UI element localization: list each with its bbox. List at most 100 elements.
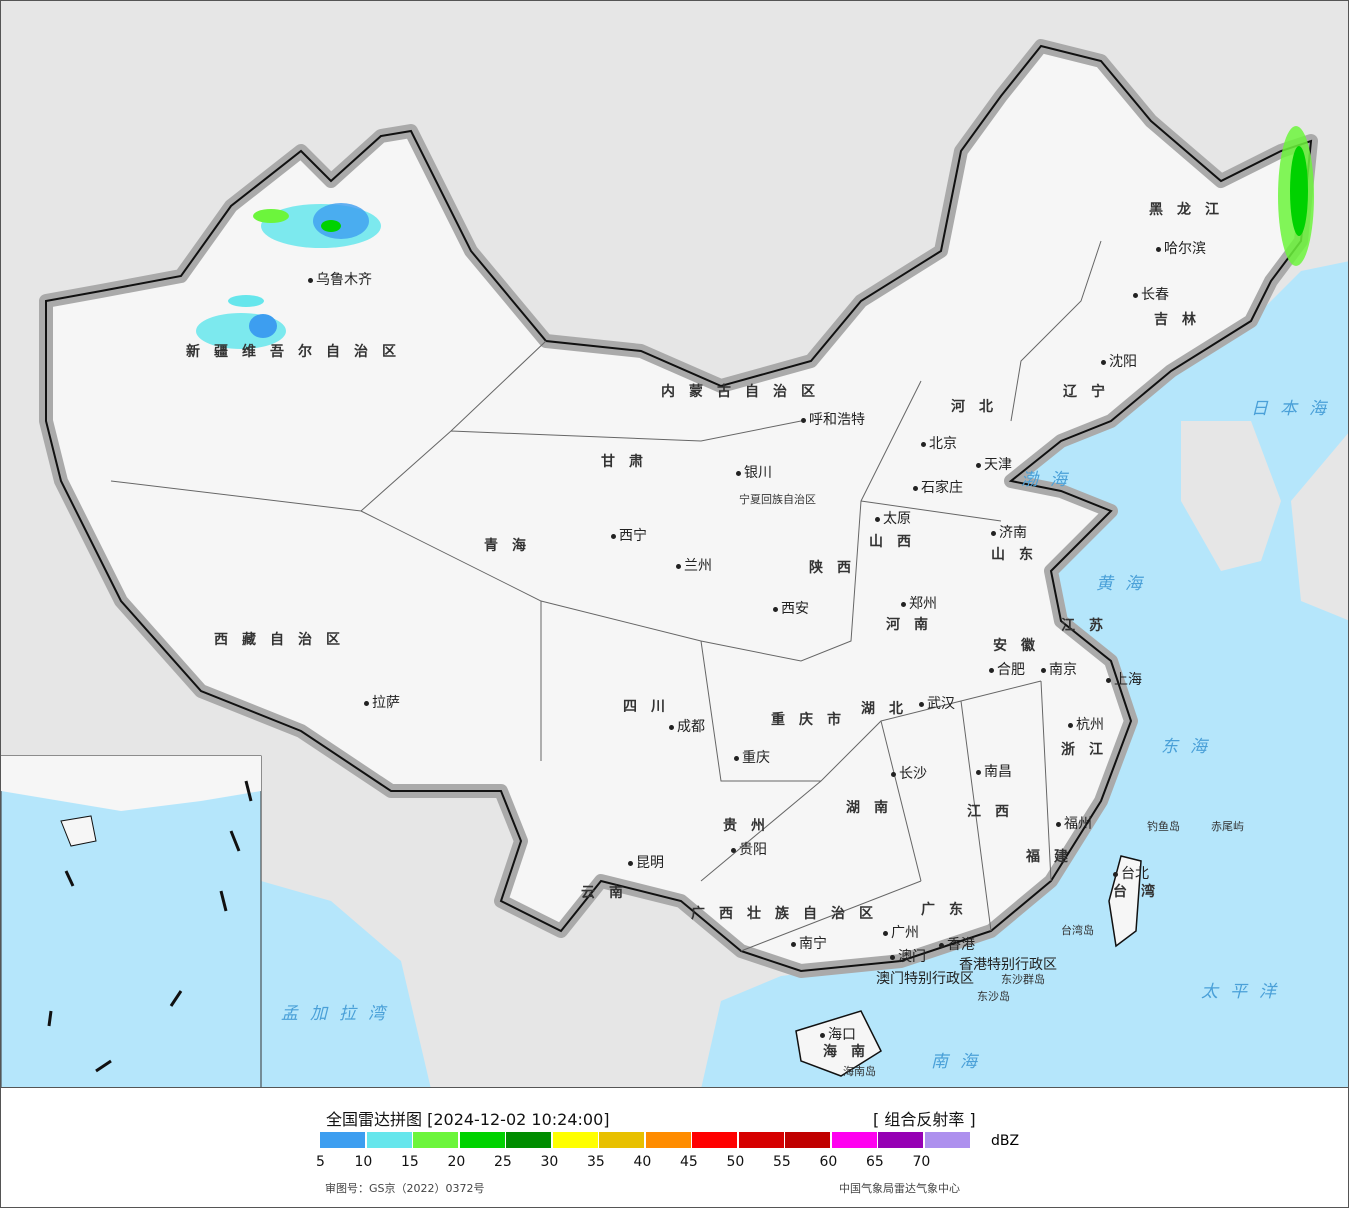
tick-label: 55 <box>773 1154 791 1170</box>
korea-japan-land <box>1181 421 1348 621</box>
province-label: 山西 <box>869 534 925 550</box>
special-region-label: 香港特别行政区 <box>959 957 1057 973</box>
color-swatch <box>320 1132 365 1148</box>
province-label: 青海 <box>484 538 540 554</box>
color-swatch <box>645 1132 691 1148</box>
province-label: 吉林 <box>1154 312 1210 328</box>
city-label: 南昌 <box>976 761 1012 781</box>
approval-number: 审图号：GS京（2022）0372号 <box>325 1182 485 1195</box>
city-marker-icon <box>669 724 674 730</box>
color-swatch <box>738 1132 784 1148</box>
province-label: 湖北 <box>861 701 917 717</box>
tick-label: 15 <box>401 1154 419 1170</box>
city-label: 济南 <box>991 522 1027 542</box>
sea-label: 渤海 <box>1021 470 1079 490</box>
color-swatch <box>785 1132 830 1148</box>
radar-map[interactable]: 新疆维吾尔自治区 西藏自治区 青海 甘肃 内蒙古自治区 黑龙江 吉林 辽宁 河北 山西 陕西 河南 山东… <box>0 0 1349 1088</box>
color-swatch <box>366 1132 412 1148</box>
province-label: 湖南 <box>846 800 902 816</box>
city-marker-icon <box>989 667 994 673</box>
sea-bay-of-bengal <box>261 881 431 1087</box>
city-marker-icon <box>1041 667 1046 673</box>
province-label: 四川 <box>623 699 679 715</box>
color-swatch <box>459 1132 505 1148</box>
color-swatch <box>506 1132 551 1148</box>
city-marker-icon <box>801 417 806 423</box>
province-label: 安徽 <box>993 638 1049 654</box>
sea-label: 孟加拉湾 <box>281 1004 397 1024</box>
province-label: 西藏自治区 <box>214 632 354 648</box>
city-label: 西宁 <box>611 525 647 545</box>
city-label: 杭州 <box>1068 714 1104 734</box>
color-swatch <box>552 1132 598 1148</box>
taiwan-island <box>1108 855 1142 948</box>
legend-panel: 全国雷达拼图 [2024-12-02 10:24:00] [ 组合反射率 ] d… <box>0 1088 1349 1208</box>
province-label: 海南 <box>823 1044 879 1060</box>
province-label: 内蒙古自治区 <box>661 384 829 400</box>
source-label: 中国气象局雷达气象中心 <box>839 1182 960 1195</box>
tick-label: 30 <box>540 1154 559 1170</box>
hainan-island <box>795 1010 882 1077</box>
city-marker-icon <box>676 563 681 569</box>
city-label: 长沙 <box>891 763 927 783</box>
city-marker-icon <box>734 755 739 761</box>
city-marker-icon <box>976 462 981 468</box>
city-label: 北京 <box>921 433 957 453</box>
city-marker-icon <box>1113 871 1118 877</box>
province-label: 贵州 <box>723 818 779 834</box>
tick-label: 70 <box>912 1154 931 1170</box>
province-label: 山东 <box>991 547 1047 563</box>
island-label: 东沙岛 <box>977 990 1010 1003</box>
city-marker-icon <box>1101 359 1106 365</box>
tick-label: 40 <box>633 1154 652 1170</box>
province-label: 辽宁 <box>1063 384 1119 400</box>
tick-label: 5 <box>316 1154 325 1170</box>
city-label: 重庆 <box>734 747 770 767</box>
city-marker-icon <box>791 941 796 947</box>
city-label: 香港 <box>939 934 975 954</box>
province-label: 黑龙江 <box>1149 202 1233 218</box>
city-label: 上海 <box>1106 669 1142 689</box>
city-label: 广州 <box>883 922 919 942</box>
city-marker-icon <box>939 942 944 948</box>
city-marker-icon <box>883 930 888 936</box>
city-label: 南京 <box>1041 659 1077 679</box>
tick-label: 20 <box>447 1154 466 1170</box>
radar-echo-xinjiang-north <box>253 203 381 248</box>
tick-label: 35 <box>587 1154 605 1170</box>
color-swatch <box>878 1132 923 1148</box>
sea-label: 太平洋 <box>1201 982 1288 1002</box>
city-label: 武汉 <box>919 693 955 713</box>
city-label: 合肥 <box>989 659 1025 679</box>
city-marker-icon <box>891 771 896 777</box>
tick-label: 45 <box>680 1154 698 1170</box>
color-swatch <box>599 1132 644 1148</box>
province-label: 云南 <box>581 885 637 901</box>
city-marker-icon <box>736 470 741 476</box>
province-label: 江苏 <box>1061 618 1117 634</box>
city-marker-icon <box>364 700 369 706</box>
radar-echo-xinjiang-central <box>196 295 286 349</box>
color-swatch <box>924 1132 970 1148</box>
city-marker-icon <box>913 485 918 491</box>
sea-label: 东海 <box>1161 737 1219 757</box>
tick-label: 10 <box>354 1154 373 1170</box>
tick-label: 50 <box>726 1154 745 1170</box>
province-label: 河南 <box>886 617 942 633</box>
city-marker-icon <box>1156 246 1161 252</box>
city-label: 银川 <box>736 462 772 482</box>
island-label: 赤尾屿 <box>1211 820 1244 833</box>
city-marker-icon <box>919 701 924 707</box>
city-marker-icon <box>628 860 633 866</box>
island-label: 东沙群岛 <box>1001 973 1045 986</box>
island-label: 钓鱼岛 <box>1147 820 1180 833</box>
tick-label: 65 <box>866 1154 884 1170</box>
city-label: 南宁 <box>791 933 827 953</box>
city-marker-icon <box>991 530 996 536</box>
product-name: [ 组合反射率 ] <box>873 1110 976 1129</box>
sea-label: 南海 <box>931 1052 989 1072</box>
color-swatch <box>413 1132 458 1148</box>
province-label: 福建 <box>1026 849 1082 865</box>
color-swatch <box>692 1132 737 1148</box>
province-label: 陕西 <box>809 560 865 576</box>
